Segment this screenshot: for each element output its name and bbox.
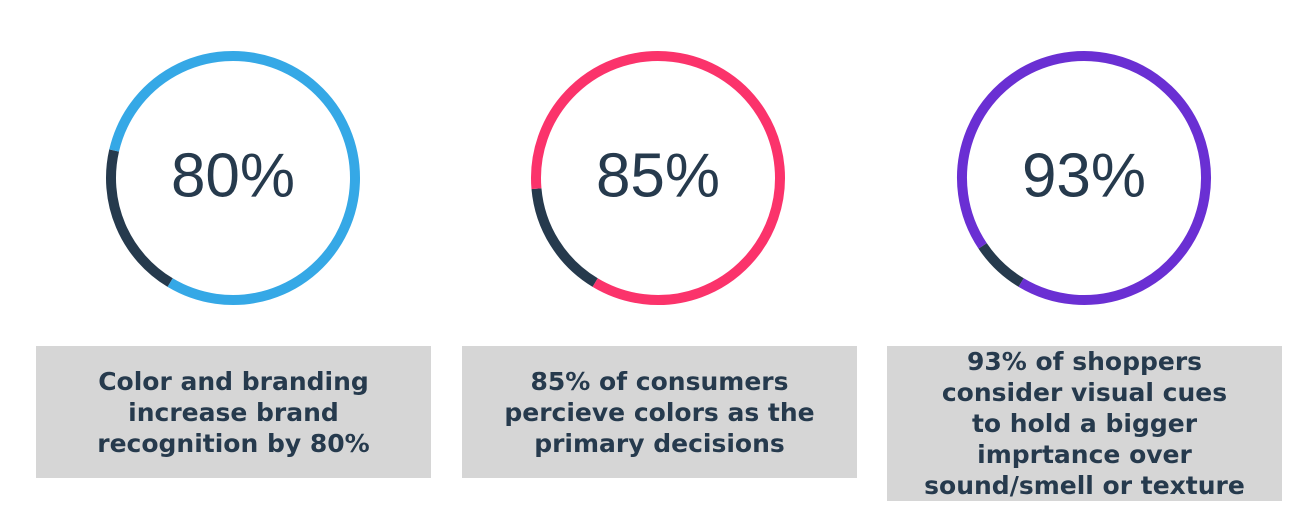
caption: Color and branding increase brand recogn… [36, 346, 431, 478]
remainder-arc [978, 242, 1024, 287]
remainder-arc [106, 149, 173, 287]
caption: 85% of consumers percieve colors as the … [462, 346, 857, 478]
value-arc [109, 51, 360, 305]
value-label: 80% [171, 141, 295, 210]
caption: 93% of shoppers consider visual cues to … [887, 346, 1282, 501]
remainder-arc [531, 188, 598, 287]
value-label: 93% [1022, 141, 1146, 210]
value-label: 85% [596, 141, 720, 210]
value-arc [531, 51, 785, 305]
value-arc [957, 51, 1211, 305]
